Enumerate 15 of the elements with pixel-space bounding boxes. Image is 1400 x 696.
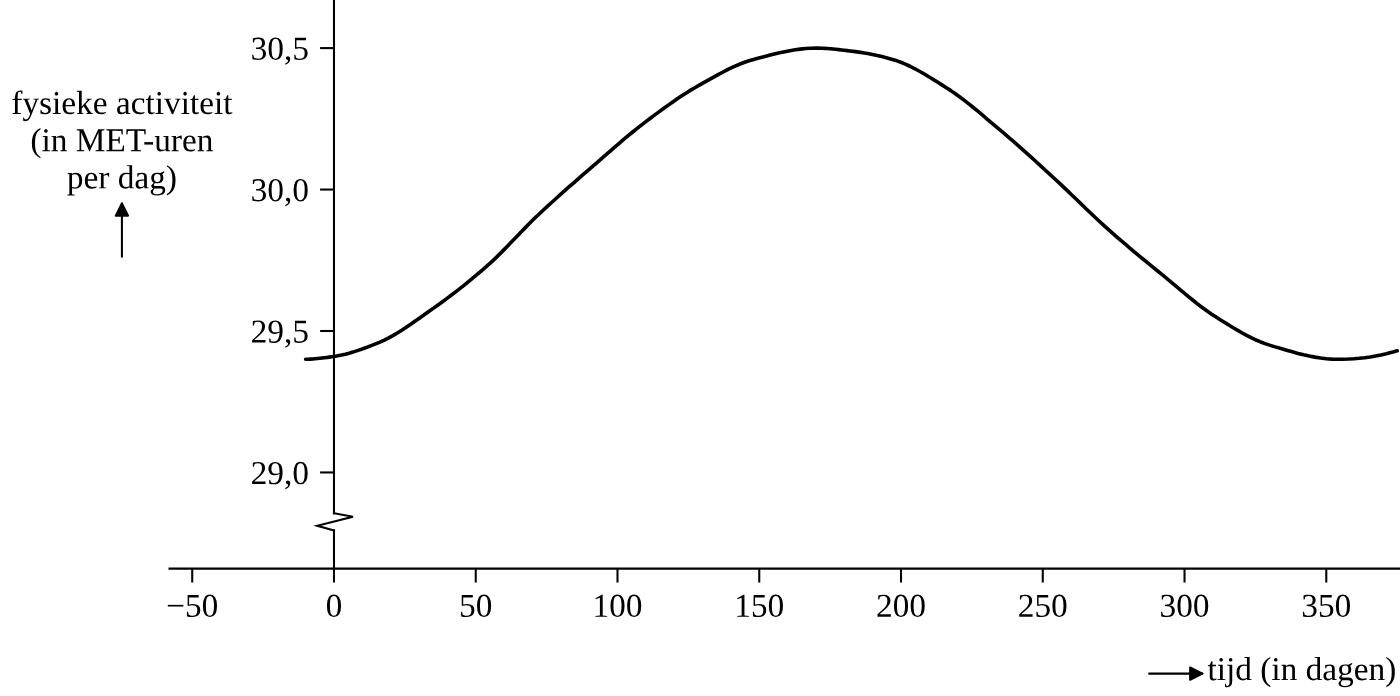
x-tick-label: 300 [1161, 594, 1209, 618]
y-tick-label: 29,5 [252, 320, 308, 348]
y-tick-label: 30,0 [252, 178, 308, 207]
x-tick-label: 50 [461, 594, 492, 618]
x-axis-title: tijd (in dagen) [1207, 656, 1395, 688]
x-tick-label: 150 [737, 594, 783, 618]
x-tick-label: 350 [1302, 594, 1351, 618]
y-tick-label: 30,5 [252, 37, 308, 65]
y-tick-label: 29,0 [252, 461, 308, 490]
y-axis-title: fysieke activiteit (in MET-uren per dag) [12, 90, 233, 196]
x-tick-label: 100 [595, 594, 642, 618]
x-tick-label: −50 [167, 594, 218, 618]
x-tick-label: 0 [326, 594, 342, 618]
x-tick-label: 200 [877, 594, 925, 618]
x-tick-label: 250 [1019, 594, 1067, 618]
